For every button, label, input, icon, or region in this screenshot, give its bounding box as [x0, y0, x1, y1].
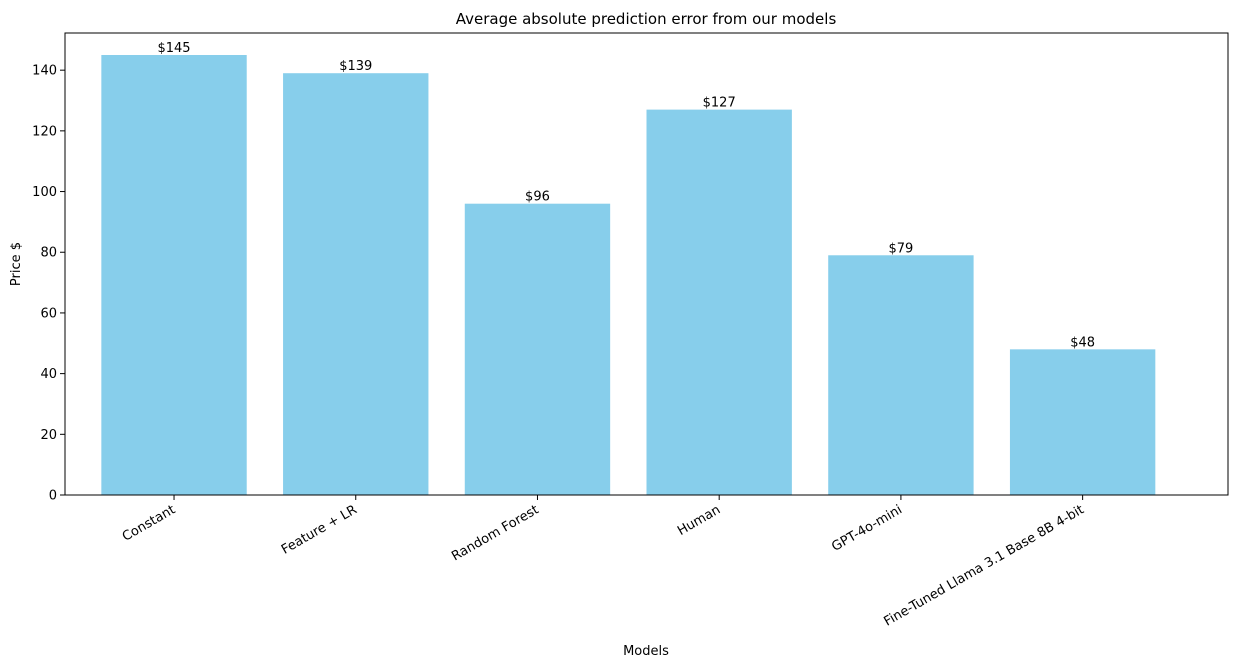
y-tick-label: 40: [40, 367, 57, 382]
x-tick-label: Fine-Tuned Llama 3.1 Base 8B 4-bit: [882, 502, 1087, 629]
bar: [101, 55, 247, 495]
plot-area: $145 $139 $96 $127 $79 $48: [64, 32, 1229, 496]
y-tick-label: 0: [49, 489, 57, 504]
x-axis-label: Models: [623, 644, 669, 659]
bar: [1009, 349, 1156, 495]
data-label: $96: [525, 190, 550, 205]
x-tick-label: Feature + LR: [279, 502, 360, 557]
x-axis: Constant Feature + LR Random Forest Human GP…: [120, 495, 1087, 630]
x-tick-label: Human: [675, 502, 723, 538]
y-axis-label: Price $: [9, 242, 24, 286]
x-tick-label: Constant: [120, 502, 178, 544]
x-tick-label: Random Forest: [449, 502, 541, 564]
y-tick-label: 140: [32, 64, 57, 79]
bar: [283, 73, 429, 496]
y-tick-label: 20: [40, 428, 57, 443]
data-label: $127: [703, 96, 736, 111]
bar: [464, 203, 611, 495]
data-label: $48: [1070, 335, 1095, 350]
chart-title: Average absolute prediction error from o…: [456, 10, 837, 28]
plot-frame: [64, 32, 1229, 496]
bar: [646, 109, 792, 496]
data-label: $79: [888, 241, 913, 256]
y-tick-label: 60: [40, 306, 57, 321]
y-axis: 0 20 40 60 80 100 120 140: [32, 64, 65, 504]
y-tick-label: 120: [32, 124, 57, 139]
x-tick-label: GPT-4o-mini: [829, 502, 905, 554]
data-label: $145: [157, 41, 190, 56]
y-tick-label: 100: [32, 185, 57, 200]
bar: [828, 255, 974, 495]
data-label: $139: [339, 59, 372, 74]
y-tick-label: 80: [40, 246, 57, 261]
